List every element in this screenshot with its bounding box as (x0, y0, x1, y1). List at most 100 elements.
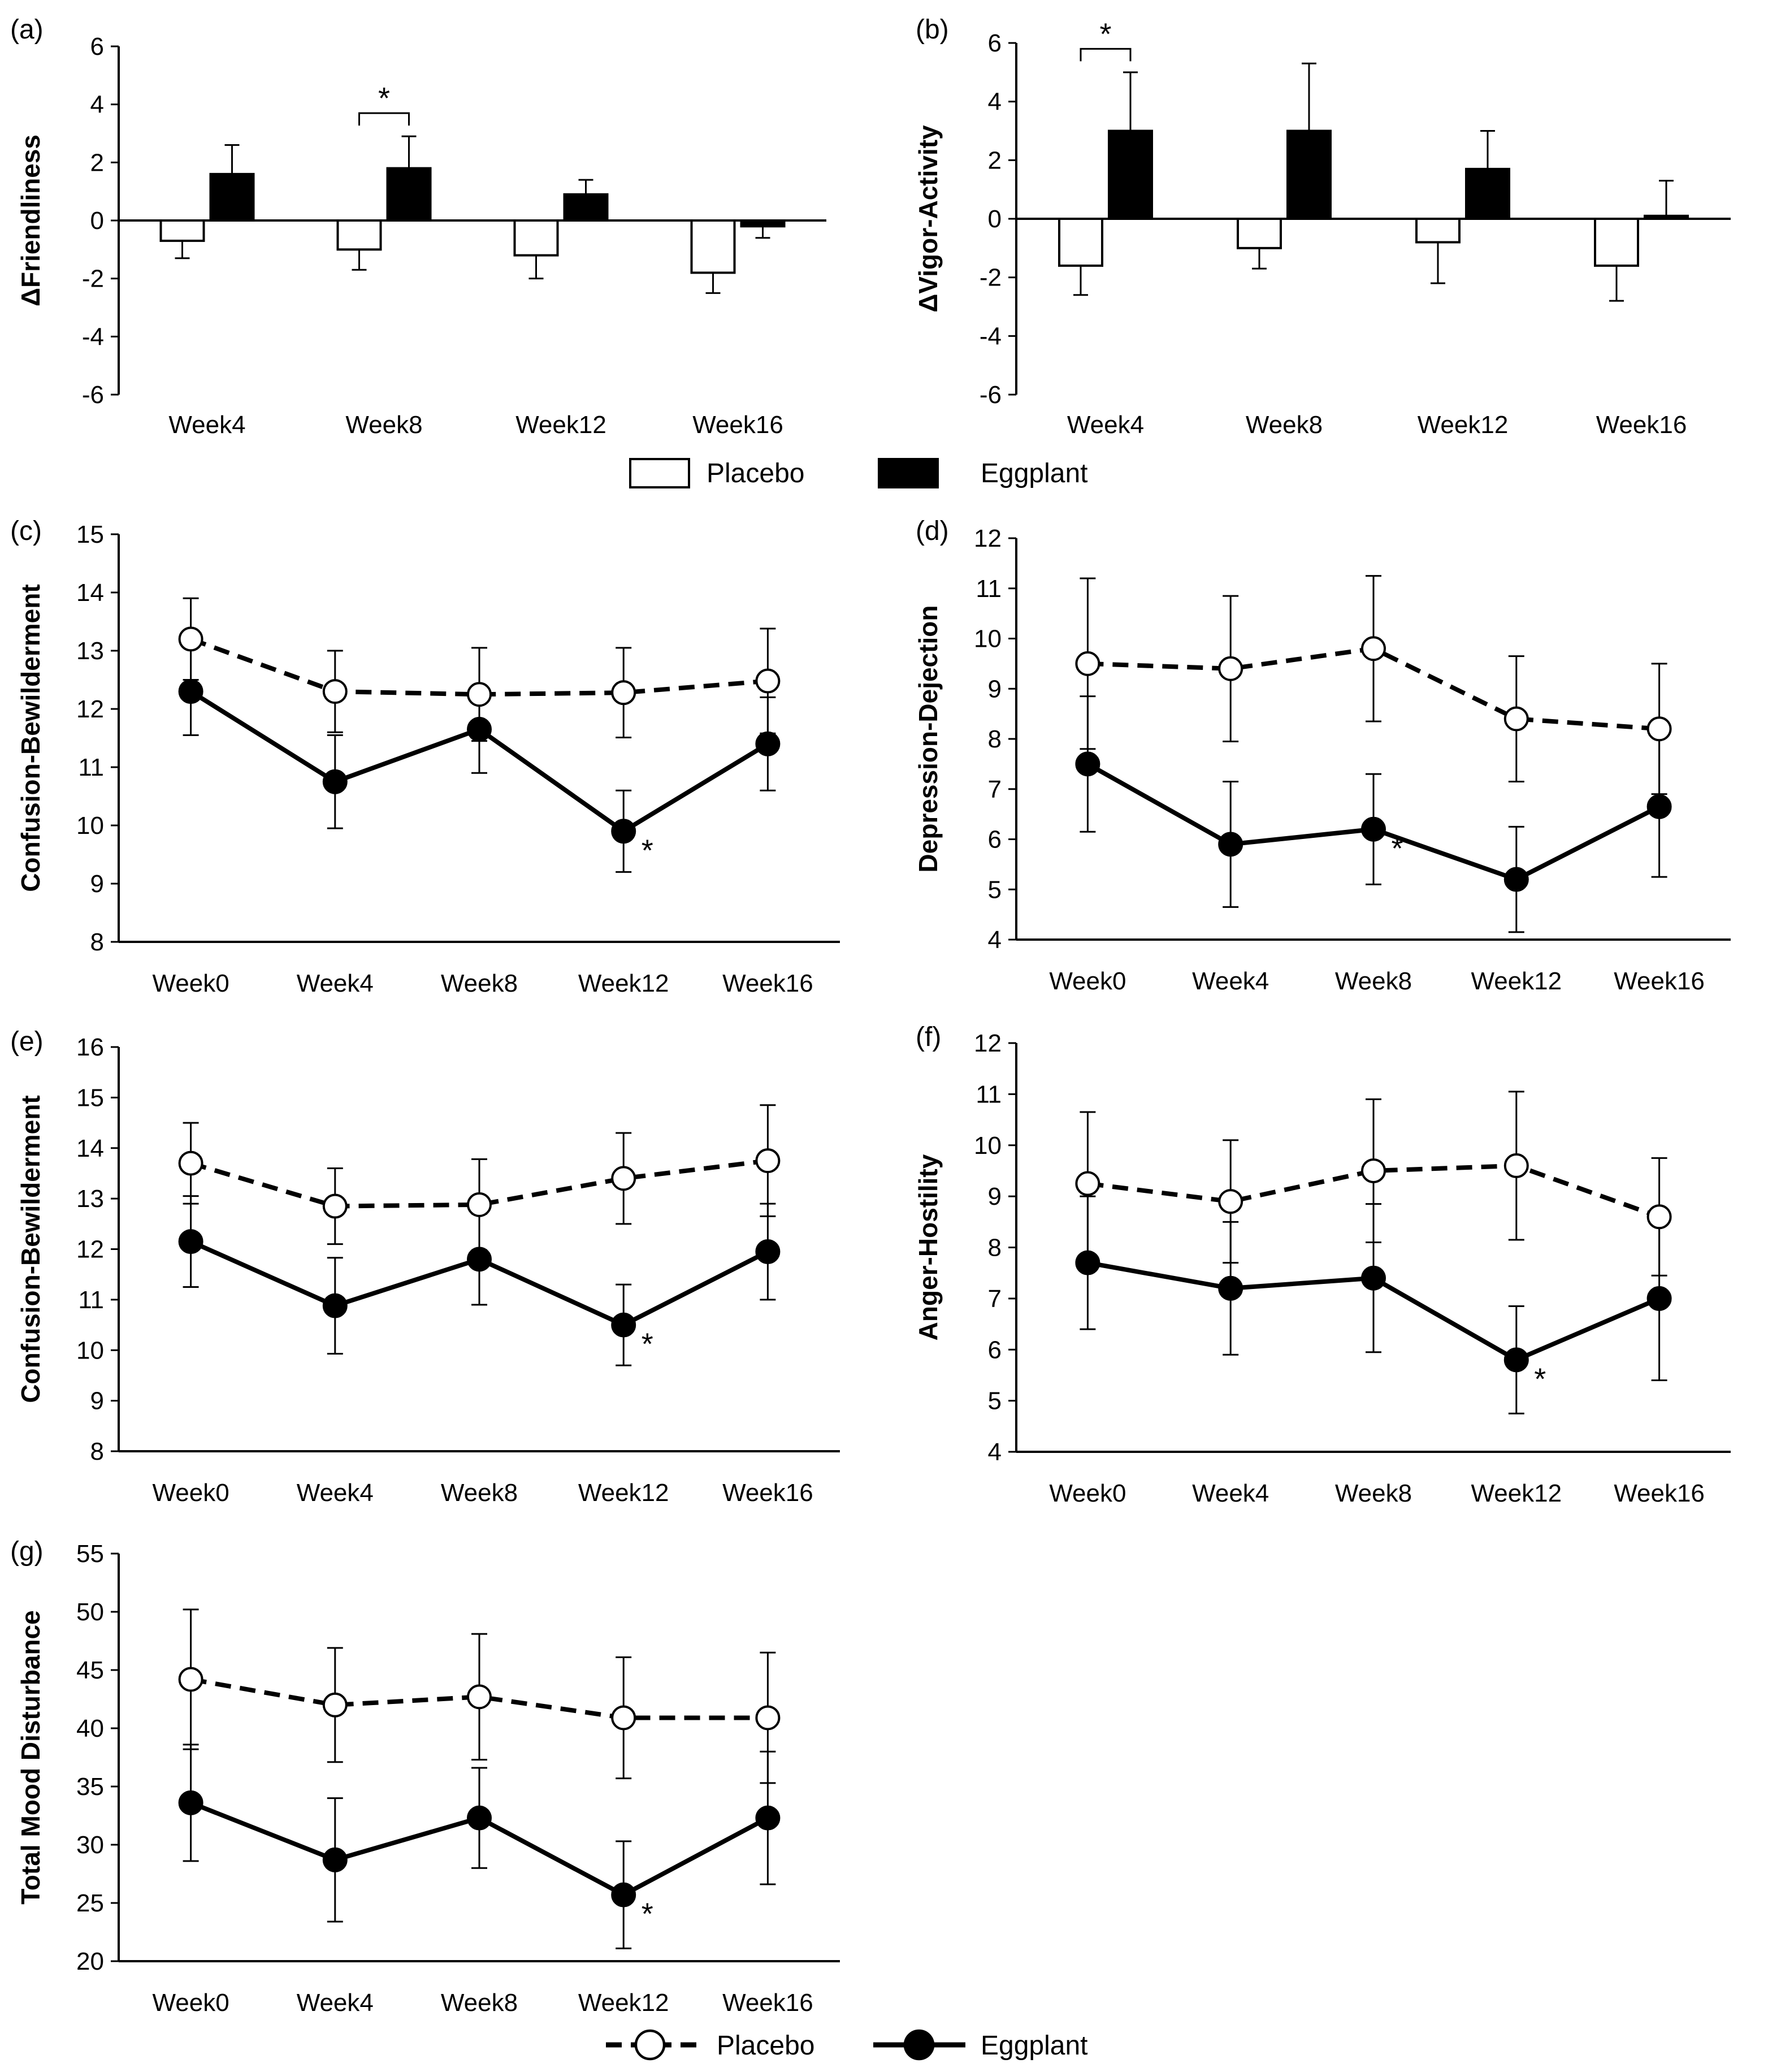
y-tick-label-e: 9 (90, 1387, 104, 1415)
bar-eggplant-week4 (209, 172, 255, 222)
y-tick-label-b: 2 (988, 146, 1002, 174)
y-tick-label-a: 4 (90, 91, 104, 119)
x-tick-label-d: Week0 (1049, 967, 1126, 995)
x-tick-label-d: Week8 (1335, 967, 1412, 995)
y-tick-label-g: 30 (76, 1831, 104, 1859)
point-eggplant-week4 (1218, 832, 1243, 857)
point-placebo-week4 (1218, 656, 1243, 681)
point-placebo-week0 (1075, 1171, 1100, 1196)
y-tick-label-a: -6 (82, 381, 104, 409)
point-eggplant-week16 (755, 1239, 781, 1264)
y-tick-label-b: 6 (988, 29, 1002, 57)
panel-b: (b) -6 -4 -2 0 2 4 6 Week4 Week8 Week12 Week16 ΔVigo… (913, 15, 1731, 439)
y-tick-label-c: 10 (76, 812, 104, 840)
y-tick-label-d: 10 (974, 625, 1002, 653)
point-placebo-week8 (467, 1192, 492, 1217)
y-tick-label-e: 16 (76, 1033, 104, 1061)
y-tick-label-c: 8 (90, 928, 104, 956)
y-axis-title-g: Total Mood Disturbance (16, 1610, 45, 1905)
y-tick-label-b: -4 (980, 322, 1002, 350)
y-tick-label-c: 9 (90, 870, 104, 898)
point-eggplant-week16 (1646, 1286, 1672, 1311)
point-eggplant-week12 (611, 819, 636, 844)
point-eggplant-week4 (322, 769, 348, 794)
y-tick-label-d: 5 (988, 876, 1002, 903)
point-eggplant-week12 (1503, 867, 1529, 892)
point-eggplant-week8 (467, 717, 492, 742)
x-tick-label-f: Week0 (1049, 1480, 1126, 1507)
y-tick-label-c: 15 (76, 521, 104, 548)
legend-eggplant-label-line: Eggplant (981, 2031, 1088, 2061)
y-tick-label-g: 20 (76, 1948, 104, 1975)
y-tick-label-g: 50 (76, 1598, 104, 1626)
bar-placebo-week4 (1058, 218, 1103, 267)
panel-a: (a) -6 -4 -2 0 2 4 6 Week4 Week8 Week12 Week16 ΔFrie… (10, 15, 826, 439)
bar-eggplant-week12 (1465, 167, 1510, 220)
point-placebo-week16 (755, 1148, 781, 1174)
point-placebo-week8 (1361, 636, 1386, 661)
legend-line: Placebo Eggplant (606, 2029, 1088, 2061)
x-tick-label-e: Week12 (578, 1479, 669, 1507)
point-placebo-week4 (322, 1193, 348, 1219)
y-tick-label-a: 2 (90, 149, 104, 176)
y-tick-label-g: 40 (76, 1715, 104, 1742)
legend-bar: Placebo Eggplant (629, 458, 1088, 488)
x-tick-label-c: Week8 (441, 970, 518, 997)
y-tick-label-d: 6 (988, 826, 1002, 854)
y-tick-label-b: -6 (980, 381, 1002, 409)
x-tick-label-g: Week8 (441, 1989, 518, 2017)
legend-eggplant-label: Eggplant (981, 458, 1088, 488)
point-placebo-week12 (1503, 1153, 1529, 1178)
panel-d: (d) 4 5 6 7 8 9 10 11 12 Week0 Week4 Week8 Week12 Week… (913, 516, 1731, 995)
point-eggplant-week8 (1361, 816, 1386, 842)
y-tick-label-e: 13 (76, 1185, 104, 1213)
significance-star-f: * (1534, 1362, 1546, 1396)
series-line-placebo (190, 1158, 768, 1209)
x-tick-label-b: Week16 (1596, 411, 1687, 439)
x-tick-label-b: Week4 (1067, 411, 1144, 439)
x-tick-label-c: Week12 (578, 970, 669, 997)
y-tick-label-f: 5 (988, 1387, 1002, 1415)
x-tick-label-b: Week8 (1246, 411, 1323, 439)
y-tick-label-a: -2 (82, 265, 104, 293)
point-placebo-week0 (1075, 651, 1100, 676)
x-tick-label-f: Week4 (1192, 1480, 1269, 1507)
point-placebo-week0 (178, 1150, 203, 1176)
point-placebo-week8 (1361, 1158, 1386, 1183)
y-tick-label-d: 8 (988, 725, 1002, 753)
point-placebo-week12 (611, 1705, 636, 1731)
significance-star-b: * (1099, 17, 1111, 51)
series-line-placebo (190, 637, 768, 697)
y-axis-title-e: Confusion-Bewilderment (16, 1095, 45, 1403)
point-eggplant-week16 (755, 1805, 781, 1831)
x-tick-label-c: Week0 (153, 970, 229, 997)
point-placebo-week4 (322, 1692, 348, 1718)
y-axis-title-b: ΔVigor-Activity (913, 125, 943, 313)
point-eggplant-week8 (1361, 1265, 1386, 1291)
legend-placebo-label: Placebo (707, 458, 804, 488)
y-axis-title-f: Anger-Hostility (913, 1154, 943, 1340)
y-tick-label-f: 11 (976, 1080, 1002, 1108)
point-placebo-week12 (611, 1166, 636, 1191)
y-tick-label-e: 15 (76, 1084, 104, 1111)
y-tick-label-e: 11 (78, 1286, 104, 1314)
x-tick-label-a: Week12 (515, 411, 606, 439)
bar-placebo-week4 (159, 219, 205, 242)
point-placebo-week16 (755, 1705, 781, 1731)
point-placebo-week0 (178, 1667, 203, 1692)
x-tick-label-a: Week8 (345, 411, 422, 439)
series-line-placebo (1087, 1163, 1660, 1219)
bar-eggplant-week8 (386, 167, 432, 222)
point-eggplant-week12 (611, 1882, 636, 1907)
y-tick-label-d: 7 (988, 776, 1002, 803)
x-tick-label-e: Week16 (722, 1479, 813, 1507)
significance-star-e: * (642, 1327, 653, 1361)
significance-star-c: * (642, 833, 653, 867)
bar-placebo-week8 (336, 219, 382, 251)
point-eggplant-week12 (611, 1312, 636, 1338)
point-eggplant-week0 (178, 1229, 203, 1255)
panel-label-f: (f) (916, 1022, 941, 1052)
point-eggplant-week8 (467, 1247, 492, 1272)
y-tick-label-d: 11 (976, 575, 1002, 603)
y-tick-label-a: -4 (82, 323, 104, 351)
